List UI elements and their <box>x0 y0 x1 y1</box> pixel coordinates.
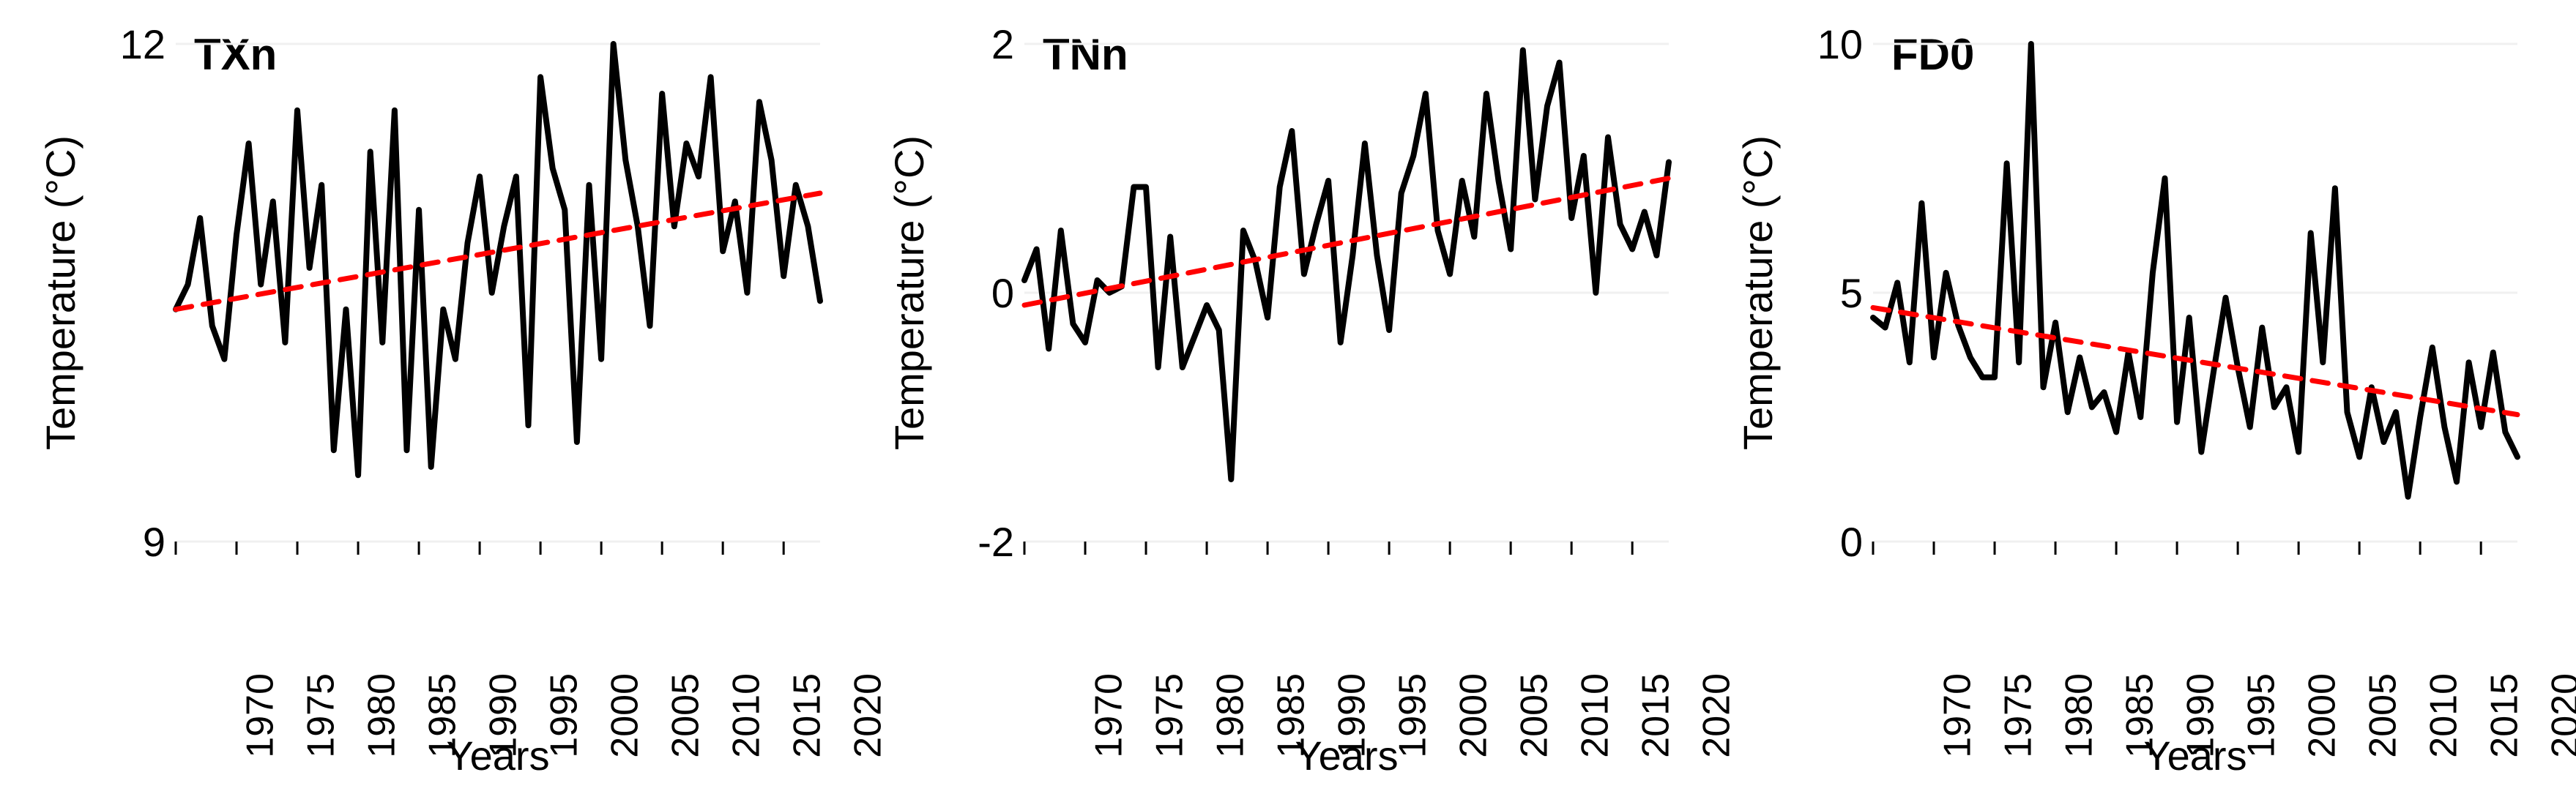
plot-fd0 <box>1727 15 2547 779</box>
plot-tnn <box>878 15 1698 779</box>
series-line <box>1024 50 1669 480</box>
series-line <box>1873 44 2517 497</box>
panel-tnn: Temperature (°C)TNn-20219701975198019851… <box>878 15 1698 779</box>
plot-txn <box>29 15 849 779</box>
panel-txn: Temperature (°C)TXn912197019751980198519… <box>29 15 849 779</box>
panel-fd0: Temperature (°C)FD0051019701975198019851… <box>1727 15 2547 779</box>
xtick-label: 2020 <box>2544 673 2576 758</box>
series-line <box>176 44 820 475</box>
